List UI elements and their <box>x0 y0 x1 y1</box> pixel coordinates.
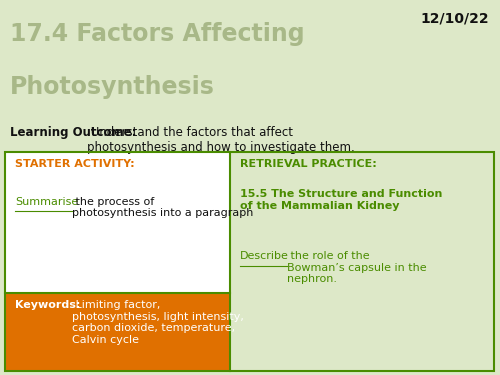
Text: Photosynthesis: Photosynthesis <box>10 75 215 99</box>
Text: Describe: Describe <box>240 251 288 261</box>
Text: RETRIEVAL PRACTICE:: RETRIEVAL PRACTICE: <box>240 159 376 170</box>
Text: STARTER ACTIVITY:: STARTER ACTIVITY: <box>15 159 134 170</box>
FancyBboxPatch shape <box>5 152 230 292</box>
Text: Summarise: Summarise <box>15 197 78 207</box>
FancyBboxPatch shape <box>230 152 494 371</box>
Text: 15.5 The Structure and Function
of the Mammalian Kidney: 15.5 The Structure and Function of the M… <box>240 189 442 211</box>
FancyBboxPatch shape <box>5 292 230 371</box>
Text: the role of the
Bowman’s capsule in the
nephron.: the role of the Bowman’s capsule in the … <box>287 251 426 285</box>
Text: the process of
photosynthesis into a paragraph: the process of photosynthesis into a par… <box>72 197 254 219</box>
Text: 12/10/22: 12/10/22 <box>420 11 489 25</box>
Text: Keywords:: Keywords: <box>15 300 80 310</box>
Text: Learning Outcome:: Learning Outcome: <box>10 126 136 139</box>
Text: 17.4 Factors Affecting: 17.4 Factors Affecting <box>10 22 304 46</box>
Text: Limiting factor,
photosynthesis, light intensity,
carbon dioxide, temperature,
C: Limiting factor, photosynthesis, light i… <box>72 300 244 345</box>
Text: Understand the factors that affect
photosynthesis and how to investigate them.: Understand the factors that affect photo… <box>88 126 355 154</box>
